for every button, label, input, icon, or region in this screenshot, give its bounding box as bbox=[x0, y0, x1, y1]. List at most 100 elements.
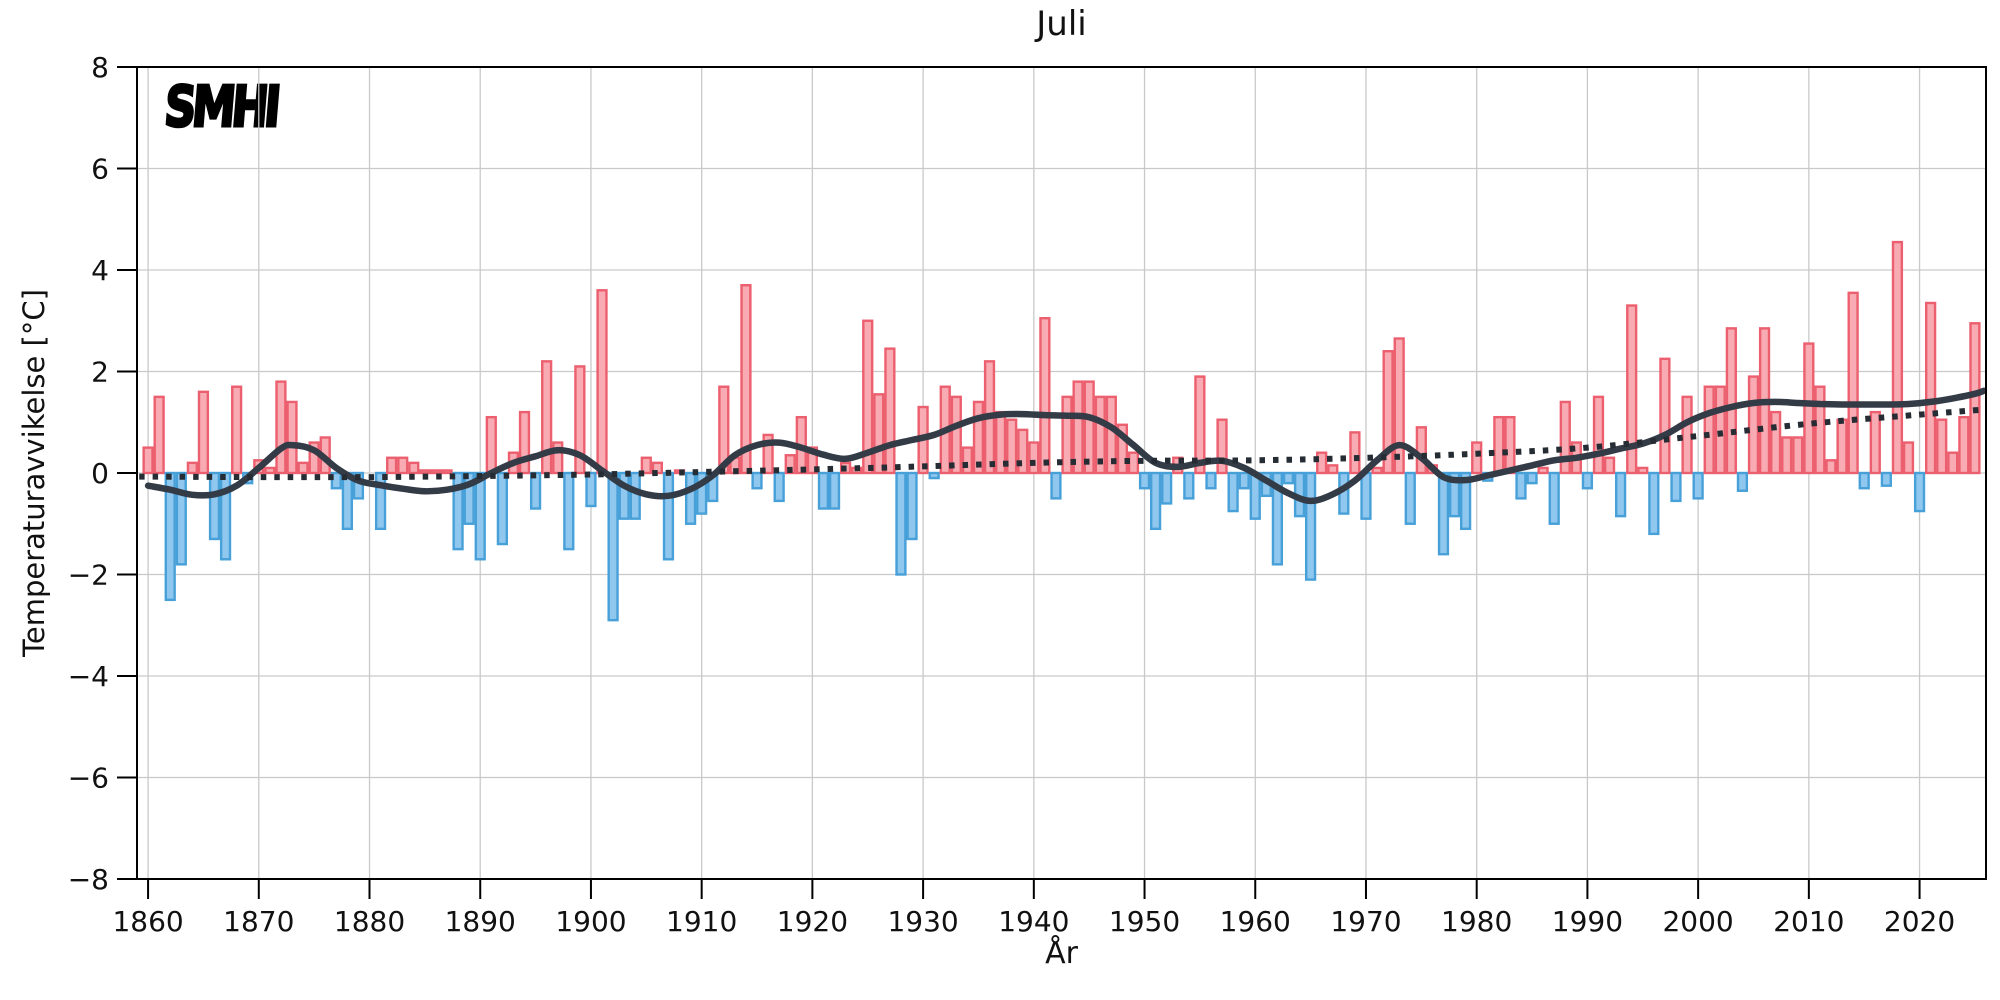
bar-negative-anomaly bbox=[1183, 471, 1195, 500]
x-tick-label: 1960 bbox=[1220, 905, 1291, 938]
bar-positive-anomaly bbox=[1681, 395, 1693, 475]
bar-positive-anomaly bbox=[1504, 415, 1516, 475]
x-tick-label: 1990 bbox=[1552, 905, 1623, 938]
bar-positive-anomaly bbox=[1792, 436, 1804, 475]
bar-positive-anomaly bbox=[1349, 431, 1361, 475]
bar-positive-anomaly bbox=[1327, 464, 1339, 475]
bar-negative-anomaly bbox=[164, 471, 176, 602]
bar-negative-anomaly bbox=[1692, 471, 1704, 500]
bar-positive-anomaly bbox=[873, 393, 885, 475]
bar-positive-anomaly bbox=[1637, 466, 1649, 475]
bar-negative-anomaly bbox=[452, 471, 464, 551]
bar-positive-anomaly bbox=[153, 395, 165, 475]
x-tick-label: 1900 bbox=[555, 905, 626, 938]
bar-negative-anomaly bbox=[1459, 471, 1472, 531]
bar-positive-anomaly bbox=[419, 469, 431, 475]
bar-positive-anomaly bbox=[950, 395, 962, 475]
y-tick-label: −8 bbox=[68, 863, 109, 896]
bar-positive-anomaly bbox=[1659, 357, 1671, 475]
x-tick-label: 2020 bbox=[1884, 905, 1955, 938]
x-tick-label: 1890 bbox=[445, 905, 516, 938]
bar-positive-anomaly bbox=[197, 390, 210, 475]
bar-positive-anomaly bbox=[1592, 395, 1605, 475]
bar-positive-anomaly bbox=[1393, 337, 1405, 475]
bar-positive-anomaly bbox=[1371, 466, 1383, 475]
bar-positive-anomaly bbox=[1803, 342, 1815, 475]
bar-positive-anomaly bbox=[1017, 428, 1029, 475]
bar-positive-anomaly bbox=[1936, 418, 1948, 475]
bar-positive-anomaly bbox=[1028, 441, 1040, 475]
bar-positive-anomaly bbox=[1958, 415, 1970, 475]
y-tick-label: 2 bbox=[91, 356, 109, 389]
bar-positive-anomaly bbox=[1714, 385, 1726, 475]
x-tick-label: 1940 bbox=[998, 905, 1069, 938]
bar-negative-anomaly bbox=[1149, 471, 1162, 531]
bar-negative-anomaly bbox=[684, 471, 697, 525]
y-tick-label: −2 bbox=[68, 559, 109, 592]
bar-positive-anomaly bbox=[408, 461, 420, 475]
bar-positive-anomaly bbox=[297, 461, 309, 475]
bar-negative-anomaly bbox=[219, 471, 232, 561]
x-axis-label: År bbox=[1045, 936, 1078, 971]
bar-positive-anomaly bbox=[275, 380, 287, 475]
bar-positive-anomaly bbox=[1814, 385, 1826, 475]
bar-positive-anomaly bbox=[1415, 426, 1427, 475]
bar-positive-anomaly bbox=[1194, 375, 1206, 475]
bar-positive-anomaly bbox=[1703, 385, 1715, 475]
bar-positive-anomaly bbox=[1781, 436, 1793, 475]
bar-positive-anomaly bbox=[1471, 441, 1483, 475]
bar-negative-anomaly bbox=[1614, 471, 1627, 518]
bar-positive-anomaly bbox=[961, 446, 974, 475]
bar-positive-anomaly bbox=[862, 319, 874, 475]
bar-positive-anomaly bbox=[1216, 418, 1228, 475]
bar-negative-anomaly bbox=[1205, 471, 1217, 490]
bar-positive-anomaly bbox=[441, 469, 453, 475]
bar-negative-anomaly bbox=[1670, 471, 1682, 503]
x-tick-label: 1950 bbox=[1109, 905, 1180, 938]
x-tick-label: 1970 bbox=[1330, 905, 1401, 938]
bar-negative-anomaly bbox=[1437, 471, 1450, 556]
bar-positive-anomaly bbox=[1537, 466, 1549, 475]
bar-positive-anomaly bbox=[1039, 317, 1051, 475]
bar-negative-anomaly bbox=[751, 471, 763, 490]
bar-negative-anomaly bbox=[374, 471, 387, 531]
bar-positive-anomaly bbox=[1061, 395, 1073, 475]
y-tick-label: 4 bbox=[91, 254, 109, 287]
bar-positive-anomaly bbox=[286, 400, 298, 475]
x-tick-label: 1880 bbox=[334, 905, 405, 938]
bar-positive-anomaly bbox=[806, 446, 819, 475]
bar-positive-anomaly bbox=[1747, 375, 1760, 475]
bar-negative-anomaly bbox=[1526, 471, 1538, 485]
bar-positive-anomaly bbox=[1902, 441, 1915, 475]
bar-negative-anomaly bbox=[1648, 471, 1660, 536]
bar-positive-anomaly bbox=[1072, 380, 1084, 475]
bar-negative-anomaly bbox=[1282, 471, 1295, 485]
bar-positive-anomaly bbox=[884, 347, 896, 475]
x-tick-label: 1910 bbox=[666, 905, 737, 938]
bar-negative-anomaly bbox=[1304, 471, 1317, 581]
bar-negative-anomaly bbox=[1271, 471, 1284, 566]
bar-positive-anomaly bbox=[430, 469, 442, 475]
bar-positive-anomaly bbox=[1869, 410, 1881, 475]
bar-negative-anomaly bbox=[1858, 471, 1870, 490]
bar-negative-anomaly bbox=[928, 471, 940, 480]
bar-negative-anomaly bbox=[895, 471, 907, 576]
bar-negative-anomaly bbox=[1161, 471, 1173, 505]
bar-negative-anomaly bbox=[1515, 471, 1527, 500]
x-tick-label: 1980 bbox=[1441, 905, 1512, 938]
bar-positive-anomaly bbox=[308, 441, 320, 475]
bar-positive-anomaly bbox=[640, 456, 652, 475]
bar-positive-anomaly bbox=[485, 415, 497, 475]
bar-positive-anomaly bbox=[1094, 395, 1106, 475]
bar-negative-anomaly bbox=[330, 471, 342, 490]
bar-positive-anomaly bbox=[762, 433, 774, 475]
bar-negative-anomaly bbox=[352, 471, 365, 500]
bar-positive-anomaly bbox=[574, 365, 586, 475]
bar-negative-anomaly bbox=[1238, 471, 1250, 490]
x-tick-label: 1870 bbox=[223, 905, 294, 938]
bar-positive-anomaly bbox=[1493, 415, 1505, 475]
bar-positive-anomaly bbox=[972, 400, 985, 475]
bar-positive-anomaly bbox=[397, 456, 409, 475]
